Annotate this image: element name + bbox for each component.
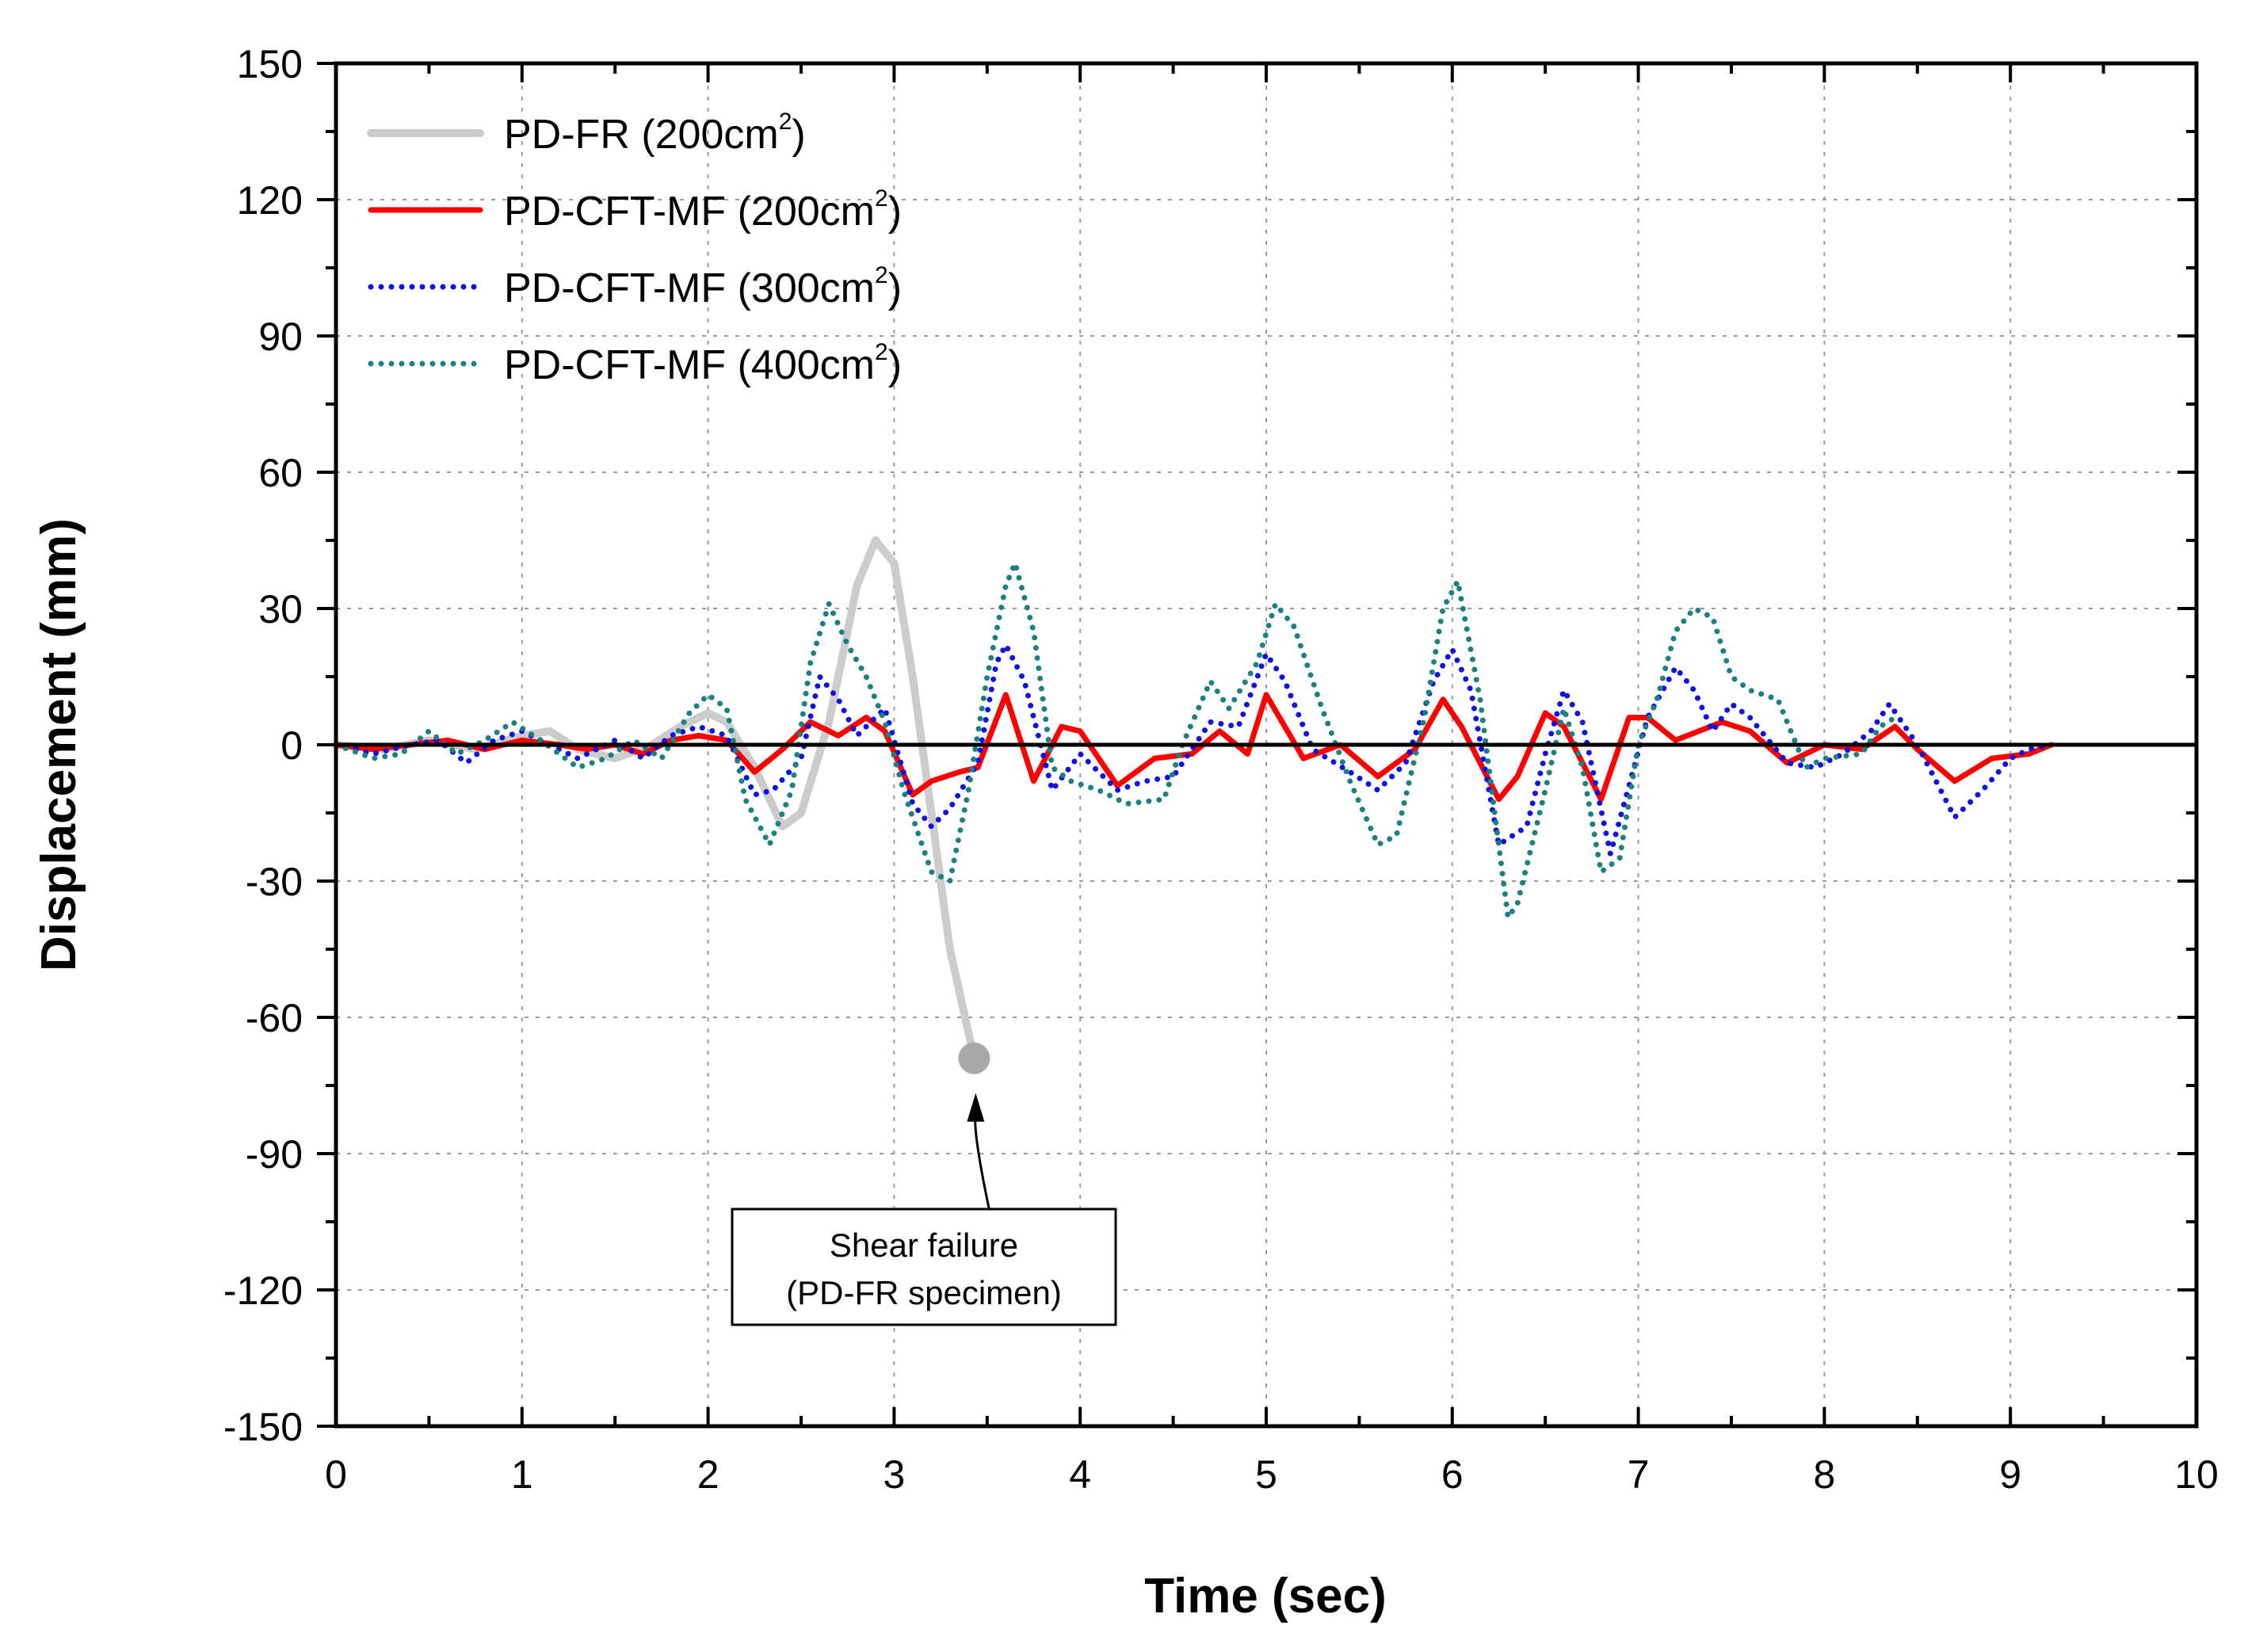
failure-point-marker xyxy=(958,1042,990,1074)
x-tick-label: 9 xyxy=(1999,1452,2021,1497)
x-tick-label: 0 xyxy=(325,1452,347,1497)
x-tick-label: 1 xyxy=(511,1452,533,1497)
annotation-arrow-line xyxy=(974,1113,990,1210)
legend-superscript: 2 xyxy=(779,109,792,135)
legend-label-suffix: ) xyxy=(888,189,902,235)
y-tick-label: -150 xyxy=(223,1405,303,1449)
x-tick-label: 6 xyxy=(1441,1452,1464,1497)
series-line-1 xyxy=(332,536,979,1063)
legend-label-text: PD-FR (200cm xyxy=(504,112,779,158)
y-tick-label: 120 xyxy=(237,178,303,223)
legend-label-text: PD-CFT-MF (200cm xyxy=(504,189,875,235)
series-line-3 xyxy=(333,642,2055,857)
y-axis-title: Displacement (mm) xyxy=(32,518,86,971)
legend-label-1: PD-FR (200cm2) xyxy=(504,109,806,158)
legend-superscript: 2 xyxy=(875,262,888,288)
legend-label-4: PD-CFT-MF (400cm2) xyxy=(504,339,902,388)
legend-label-suffix: ) xyxy=(888,265,902,311)
annotation-arrow-head xyxy=(967,1093,985,1122)
y-tick-label: -60 xyxy=(246,996,303,1040)
x-tick-label: 7 xyxy=(1628,1452,1650,1497)
legend-label-text: PD-CFT-MF (400cm xyxy=(504,342,875,388)
x-tick-label: 3 xyxy=(883,1452,905,1497)
x-axis-title: Time (sec) xyxy=(1144,1569,1387,1623)
legend-label-2: PD-CFT-MF (200cm2) xyxy=(504,185,902,235)
y-tick-label: 150 xyxy=(237,42,303,86)
x-tick-label: 5 xyxy=(1255,1452,1277,1497)
x-tick-label: 8 xyxy=(1813,1452,1835,1497)
x-tick-label: 2 xyxy=(697,1452,719,1497)
y-tick-label: 60 xyxy=(258,451,303,495)
x-tick-label: 4 xyxy=(1069,1452,1091,1497)
series-lines xyxy=(332,536,2055,1063)
y-tick-label: 90 xyxy=(258,315,303,359)
legend-label-suffix: ) xyxy=(792,112,805,158)
y-tick-label: -120 xyxy=(223,1269,303,1313)
y-tick-label: 30 xyxy=(258,587,303,631)
legend: PD-FR (200cm2)PD-CFT-MF (200cm2)PD-CFT-M… xyxy=(367,109,902,388)
axes xyxy=(317,61,2199,1429)
legend-label-text: PD-CFT-MF (300cm xyxy=(504,265,875,311)
y-tick-label: -90 xyxy=(246,1132,303,1177)
legend-superscript: 2 xyxy=(875,339,888,365)
annotation-line-1: Shear failure xyxy=(830,1227,1018,1264)
legend-label-suffix: ) xyxy=(888,342,902,388)
legend-superscript: 2 xyxy=(875,185,888,212)
y-tick-label: 0 xyxy=(280,723,303,768)
x-tick-label: 10 xyxy=(2174,1452,2219,1497)
annotation-box xyxy=(731,1208,1117,1326)
y-tick-label: -30 xyxy=(246,860,303,904)
legend-label-3: PD-CFT-MF (300cm2) xyxy=(504,262,902,311)
tick-labels: 0 1 2 3 4 5 6 7 8 9 10 150 120 90 60 30 0 -30 -60 -90 -120 -1… xyxy=(223,42,2219,1497)
shear-failure-annotation: Shear failure (PD-FR specimen) xyxy=(731,1042,1117,1326)
annotation-line-2: (PD-FR specimen) xyxy=(786,1274,1062,1311)
